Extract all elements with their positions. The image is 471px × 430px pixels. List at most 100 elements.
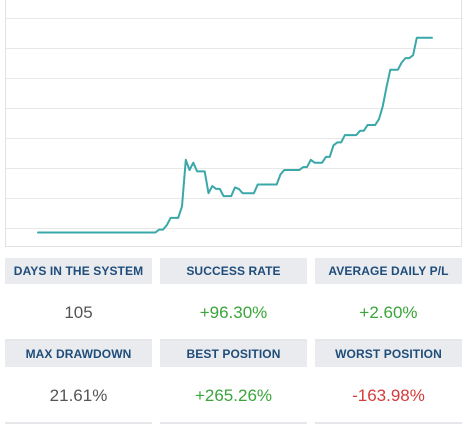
- data-point: [230, 195, 232, 197]
- data-point: [71, 232, 73, 234]
- data-point: [56, 232, 58, 234]
- data-point: [226, 195, 228, 197]
- data-point: [333, 144, 335, 146]
- data-point: [287, 169, 289, 171]
- data-point: [139, 232, 141, 234]
- data-point: [261, 184, 263, 186]
- stat-label: BEST POSITION: [160, 341, 307, 367]
- equity-points: [37, 37, 433, 234]
- data-point: [378, 118, 380, 120]
- data-point: [48, 232, 50, 234]
- data-point: [405, 57, 407, 59]
- data-point: [245, 192, 247, 194]
- data-point: [192, 162, 194, 164]
- data-point: [109, 232, 111, 234]
- stat-success-rate: SUCCESS RATE +96.30%: [160, 258, 307, 341]
- data-point: [154, 232, 156, 234]
- data-point: [211, 185, 213, 187]
- data-point: [314, 162, 316, 164]
- data-point: [374, 124, 376, 126]
- data-point: [208, 192, 210, 194]
- data-point: [113, 232, 115, 234]
- data-point: [295, 169, 297, 171]
- data-point: [143, 232, 145, 234]
- stat-max-drawdown: MAX DRAWDOWN 21.61%: [5, 341, 152, 424]
- data-point: [412, 54, 414, 56]
- stat-value: +2.60%: [315, 284, 462, 341]
- data-point: [386, 86, 388, 88]
- stat-worst-position: WORST POSITION -163.98%: [315, 341, 462, 424]
- data-point: [234, 186, 236, 188]
- data-point: [370, 124, 372, 126]
- data-point: [67, 232, 69, 234]
- equity-chart-svg: [6, 18, 463, 234]
- data-point: [264, 184, 266, 186]
- data-point: [363, 130, 365, 132]
- stats-row-1: DAYS IN THE SYSTEM 105 SUCCESS RATE +96.…: [5, 258, 462, 341]
- stat-average-daily-pl: AVERAGE DAILY P/L +2.60%: [315, 258, 462, 341]
- data-point: [420, 37, 422, 39]
- data-point: [204, 170, 206, 172]
- data-point: [283, 169, 285, 171]
- stat-label: SUCCESS RATE: [160, 258, 307, 284]
- data-point: [382, 105, 384, 107]
- data-point: [257, 184, 259, 186]
- data-point: [355, 134, 357, 136]
- data-point: [340, 141, 342, 143]
- data-point: [367, 124, 369, 126]
- data-point: [196, 170, 198, 172]
- data-point: [408, 57, 410, 59]
- data-point: [105, 232, 107, 234]
- data-point: [401, 62, 403, 64]
- data-point: [177, 217, 179, 219]
- data-point: [302, 166, 304, 168]
- data-point: [344, 134, 346, 136]
- data-point: [158, 229, 160, 231]
- data-point: [238, 188, 240, 190]
- data-point: [298, 169, 300, 171]
- stat-days-in-system: DAYS IN THE SYSTEM 105: [5, 258, 152, 341]
- data-point: [37, 232, 39, 234]
- data-point: [86, 232, 88, 234]
- data-point: [136, 232, 138, 234]
- data-point: [268, 184, 270, 186]
- data-point: [101, 232, 103, 234]
- data-point: [253, 192, 255, 194]
- data-point: [41, 232, 43, 234]
- data-point: [306, 166, 308, 168]
- data-point: [185, 159, 187, 161]
- data-point: [351, 134, 353, 136]
- data-point: [90, 232, 92, 234]
- chart-grid: [6, 18, 463, 229]
- data-point: [170, 217, 172, 219]
- data-point: [117, 232, 119, 234]
- data-point: [52, 232, 54, 234]
- equity-chart: [5, 0, 463, 247]
- data-point: [128, 232, 130, 234]
- data-point: [272, 184, 274, 186]
- data-point: [242, 192, 244, 194]
- stat-label: AVERAGE DAILY P/L: [315, 258, 462, 284]
- data-point: [348, 134, 350, 136]
- data-point: [291, 169, 293, 171]
- data-point: [120, 232, 122, 234]
- data-point: [151, 232, 153, 234]
- data-point: [189, 169, 191, 171]
- data-point: [79, 232, 81, 234]
- stat-value: +265.26%: [160, 367, 307, 424]
- stat-value: -163.98%: [315, 367, 462, 424]
- data-point: [75, 232, 77, 234]
- data-point: [427, 37, 429, 39]
- stat-value: 105: [5, 284, 152, 341]
- data-point: [321, 162, 323, 164]
- data-point: [431, 37, 433, 39]
- data-point: [64, 232, 66, 234]
- data-point: [276, 184, 278, 186]
- stat-best-position: BEST POSITION +265.26%: [160, 341, 307, 424]
- data-point: [317, 162, 319, 164]
- stats-row-2: MAX DRAWDOWN 21.61% BEST POSITION +265.2…: [5, 341, 462, 424]
- data-point: [329, 156, 331, 158]
- data-point: [45, 232, 47, 234]
- data-point: [181, 205, 183, 207]
- data-point: [215, 188, 217, 190]
